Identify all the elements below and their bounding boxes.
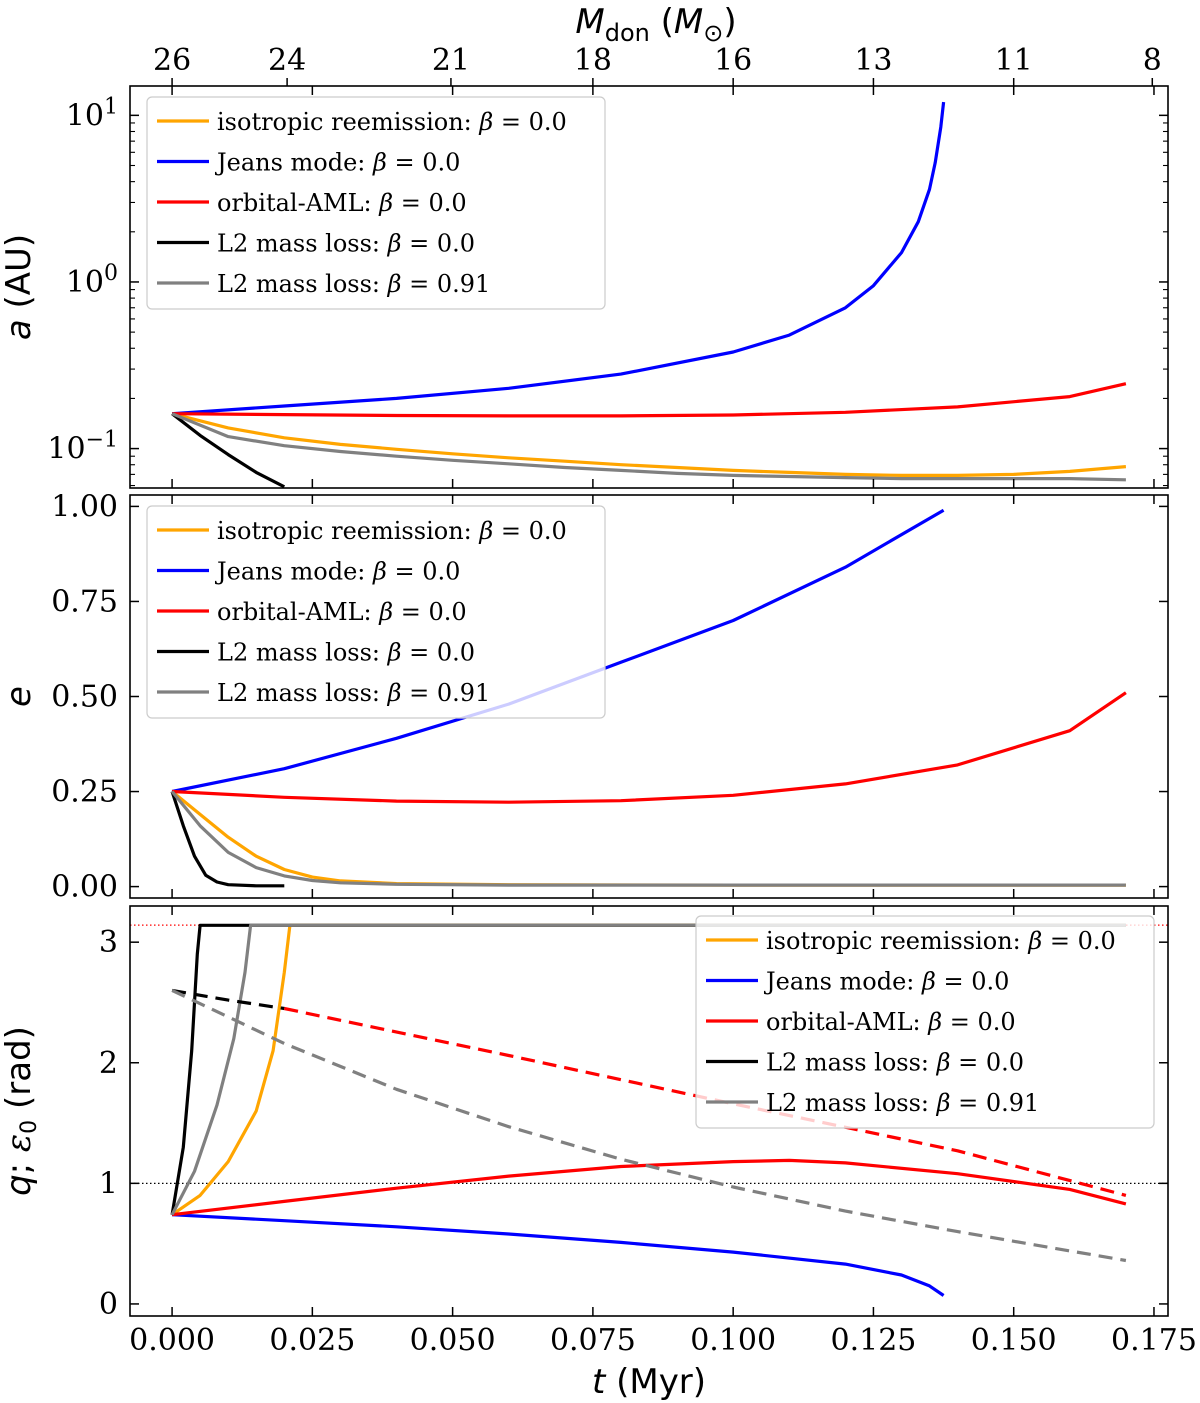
legend-box-q xyxy=(695,915,1155,1129)
y-axis-label-e: e xyxy=(0,686,39,707)
series-line-l2_0-e xyxy=(170,791,285,888)
legend-label-jeans-q: Jeans mode: β = 0.0 xyxy=(763,968,1009,996)
legend-label-oaml-a: orbital-AML: β = 0.0 xyxy=(217,189,467,217)
panel-q: 0 1 2 3 q; ε0 (rad) isotropic reemission: β =… xyxy=(0,905,1169,1322)
top-axis: 26 24 21 18 16 13 11 8 Mdon (M⊙) xyxy=(153,2,1162,86)
legend-label-oaml-e: orbital-AML: β = 0.0 xyxy=(217,598,467,626)
y-tick-label-a-0: 10−1 xyxy=(47,428,118,467)
bottom-axis: 0.000 0.025 0.050 0.075 0.100 0.125 0.150 0.175… xyxy=(129,1323,1197,1402)
y-tick-label-a-2: 101 xyxy=(66,94,118,133)
x-tick-label-0: 0.000 xyxy=(129,1323,215,1358)
plot-frame-q xyxy=(129,905,1169,1317)
y-tick-label-q-3: 3 xyxy=(99,925,118,960)
legend-label-isotropic-e: isotropic reemission: β = 0.0 xyxy=(217,517,567,545)
series-line-isotropic-a xyxy=(171,412,1127,477)
legend-label-l2_0-q: L2 mass loss: β = 0.0 xyxy=(766,1049,1024,1077)
series-line-oaml-a xyxy=(172,382,1127,418)
legend-label-l2_091-a: L2 mass loss: β = 0.91 xyxy=(217,270,490,298)
series-dashed-line-l2_091-q xyxy=(171,988,1127,1263)
x-tick-label-4: 0.100 xyxy=(690,1323,776,1358)
series-line-jeans-a xyxy=(171,101,946,416)
series-dashed-line-l2_0-q xyxy=(171,988,285,1011)
top-tick-label-1: 24 xyxy=(268,43,306,78)
top-tick-label-7: 8 xyxy=(1143,43,1162,78)
legend-q: isotropic reemission: β = 0.0 Jeans mode:… xyxy=(695,915,1155,1129)
legend-label-isotropic-a: isotropic reemission: β = 0.0 xyxy=(217,108,567,136)
legend-label-isotropic-q: isotropic reemission: β = 0.0 xyxy=(766,927,1116,955)
series-line-isotropic-q xyxy=(171,923,1126,1217)
series-line-isotropic-e xyxy=(171,790,1126,887)
legend-label-jeans-a: Jeans mode: β = 0.0 xyxy=(214,149,460,177)
y-tick-label-e-3: 0.75 xyxy=(51,584,118,619)
series-line-l2_091-e xyxy=(170,790,1126,887)
y-tick-label-e-2: 0.50 xyxy=(51,680,118,715)
y-axis-label-a: a (AU) xyxy=(0,234,39,340)
series-line-oaml-q xyxy=(171,1158,1127,1217)
top-tick-label-0: 26 xyxy=(153,43,191,78)
legend-label-jeans-e: Jeans mode: β = 0.0 xyxy=(214,558,460,586)
legend-label-l2_0-a: L2 mass loss: β = 0.0 xyxy=(217,230,475,258)
x-axis-label: t (Myr) xyxy=(592,1362,706,1402)
top-tick-label-4: 16 xyxy=(714,43,752,78)
series-line-l2_0-a xyxy=(171,412,286,488)
y-axis-label-q: q; ε0 (rad) xyxy=(0,1026,42,1196)
legend-box-a xyxy=(146,96,606,310)
x-tick-label-3: 0.075 xyxy=(550,1323,636,1358)
x-tick-label-5: 0.125 xyxy=(830,1323,916,1358)
legend-label-l2_0-e: L2 mass loss: β = 0.0 xyxy=(217,639,475,667)
series-line-jeans-q xyxy=(172,1213,945,1297)
series-line-oaml-e xyxy=(172,691,1127,804)
legend-label-oaml-q: orbital-AML: β = 0.0 xyxy=(766,1008,1016,1036)
y-tick-label-q-2: 2 xyxy=(99,1046,118,1081)
x-tick-label-7: 0.175 xyxy=(1111,1323,1197,1358)
legend-box-e xyxy=(146,505,606,719)
series-line-l2_091-a xyxy=(171,412,1126,482)
plot-frame-a xyxy=(129,85,1169,489)
y-tick-label-q-1: 1 xyxy=(99,1166,118,1201)
y-tick-label-q-0: 0 xyxy=(99,1287,118,1322)
y-tick-label-e-4: 1.00 xyxy=(51,489,118,524)
top-tick-label-5: 13 xyxy=(854,43,892,78)
legend-label-l2_091-q: L2 mass loss: β = 0.91 xyxy=(766,1089,1039,1117)
x-tick-label-6: 0.150 xyxy=(971,1323,1057,1358)
top-tick-label-2: 21 xyxy=(432,43,470,78)
top-tick-label-3: 18 xyxy=(574,43,612,78)
top-tick-label-6: 11 xyxy=(995,43,1033,78)
y-tick-label-e-0: 0.00 xyxy=(51,870,118,905)
panel-a: 10−1 100 101 a (AU) isotropic reemission: β … xyxy=(0,85,1169,489)
panel-e: 0.00 0.25 0.50 0.75 1.00 e isotropic reemissio… xyxy=(0,489,1169,905)
legend-a: isotropic reemission: β = 0.0 Jeans mode:… xyxy=(146,96,606,310)
series-line-l2_091-q xyxy=(170,923,1126,1216)
legend-label-l2_091-e: L2 mass loss: β = 0.91 xyxy=(217,679,490,707)
y-tick-label-a-1: 100 xyxy=(66,261,118,300)
y-tick-label-e-1: 0.25 xyxy=(51,775,118,810)
x-tick-label-1: 0.025 xyxy=(269,1323,355,1358)
legend-e: isotropic reemission: β = 0.0 Jeans mode:… xyxy=(146,505,606,719)
top-axis-label: Mdon (M⊙) xyxy=(575,2,736,47)
x-tick-label-2: 0.050 xyxy=(410,1323,496,1358)
